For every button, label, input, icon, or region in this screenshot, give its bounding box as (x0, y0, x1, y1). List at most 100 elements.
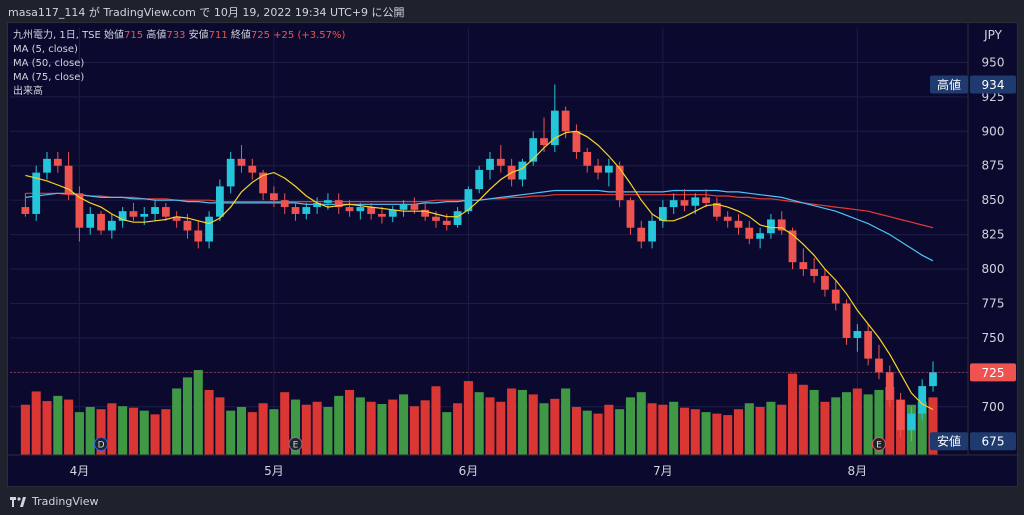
ma50-legend[interactable]: MA (50, close) (13, 58, 85, 69)
price-chart[interactable]: DEEJPY7007257507758008258508759009259509… (8, 23, 1019, 488)
volume-bar (593, 413, 603, 455)
event-marker-label: D (98, 441, 105, 451)
price-tick-label: 800 (982, 262, 1005, 276)
price-tag: 725 (970, 363, 1016, 382)
candle-body (237, 158, 246, 166)
price-tag-value: 934 (982, 78, 1005, 92)
volume-bar (204, 389, 214, 455)
candle-body (378, 213, 386, 217)
volume-bar (766, 401, 776, 455)
candle-body (53, 158, 62, 166)
candle-body (864, 331, 873, 359)
candle-body (410, 204, 419, 210)
chart-frame[interactable]: DEEJPY7007257507758008258508759009259509… (7, 22, 1019, 488)
volume-bar (485, 397, 495, 455)
volume-bar (139, 410, 149, 455)
ohlc-row: 九州電力, 1日, TSE 始値715 高値733 安値711 終値725 +2… (13, 29, 345, 43)
volume-bar (247, 412, 257, 455)
candle-body (723, 216, 732, 221)
candle-body (680, 200, 689, 206)
candle-body (75, 193, 84, 228)
time-axis: 4月5月6月7月8月9月10月24 (70, 464, 868, 478)
candle-body (821, 275, 829, 290)
ma5-legend[interactable]: MA (5, close) (13, 44, 78, 55)
volume-bar (453, 403, 463, 455)
volume-bar (615, 409, 625, 455)
volume-bar (831, 397, 841, 455)
candle-body (21, 207, 30, 214)
volume-bar (182, 377, 193, 455)
volume-bar (517, 389, 527, 455)
candle-body (615, 165, 624, 201)
candles (21, 84, 937, 442)
tradingview-logo[interactable]: TradingView (10, 495, 98, 508)
volume-bar (647, 403, 657, 455)
volume-bar (377, 404, 387, 455)
volume-bar (852, 388, 862, 455)
candle-body (302, 207, 311, 214)
candle-body (118, 211, 127, 221)
candle-body (140, 213, 149, 217)
candle-body (194, 230, 203, 242)
candle-body (648, 220, 656, 242)
price-tick-label: 750 (982, 331, 1005, 345)
time-tick-label: 6月 (459, 464, 479, 478)
candle-body (788, 230, 797, 263)
bottom-bar (0, 487, 1024, 515)
candle-body (658, 207, 667, 221)
candle-body (842, 303, 851, 338)
candle-body (280, 200, 289, 208)
volume-bar (561, 388, 571, 455)
volume-bar (399, 394, 409, 455)
candle-body (767, 219, 775, 234)
candle-body (183, 220, 192, 231)
event-marker-badge (871, 437, 886, 451)
volume-bar (258, 403, 268, 455)
candle-body (248, 165, 257, 173)
candle-body (399, 204, 408, 210)
volume-bar (777, 404, 787, 455)
low-label: 安値 (188, 30, 209, 41)
candle-body (86, 213, 95, 228)
candle-body (356, 207, 365, 212)
price-tick-label: 700 (982, 400, 1005, 414)
candle-body (594, 165, 602, 173)
time-tick-label: 7月 (653, 464, 673, 478)
candle-body (518, 161, 527, 180)
close-value: 725 (250, 30, 270, 41)
candle-body (345, 207, 354, 212)
candle-body (313, 202, 322, 208)
volume-bar (787, 373, 798, 455)
candle-body (172, 216, 181, 221)
candle-body (745, 227, 754, 239)
volume-bars (20, 370, 938, 455)
volume-bar (798, 384, 808, 455)
volume-bar (355, 397, 365, 455)
volume-bar (345, 389, 355, 455)
price-tag-value: 725 (982, 366, 1005, 380)
candle-body (97, 213, 105, 231)
close-label: 終値 (230, 30, 251, 41)
volume-bar (193, 370, 203, 455)
candle-body (734, 220, 743, 228)
volume-bar (863, 394, 873, 455)
volume-bar (128, 407, 138, 455)
candle-body (713, 202, 721, 217)
price-tag-label-bg (930, 75, 968, 94)
low-value: 711 (208, 30, 228, 41)
candle-body (896, 399, 905, 431)
candle-body (702, 197, 710, 203)
candle-body (291, 207, 300, 214)
volume-bar (820, 401, 830, 455)
ma75-legend[interactable]: MA (75, close) (13, 72, 85, 83)
volume-bar (550, 398, 560, 455)
candle-body (64, 165, 73, 194)
volume-legend[interactable]: 出来高 (13, 86, 43, 97)
candle-body (572, 131, 581, 152)
volume-bar (528, 394, 538, 455)
candle-body (918, 386, 927, 414)
candle-body (270, 193, 278, 201)
volume-bar (928, 397, 938, 455)
volume-bar (885, 387, 895, 455)
candle-body (453, 211, 462, 225)
